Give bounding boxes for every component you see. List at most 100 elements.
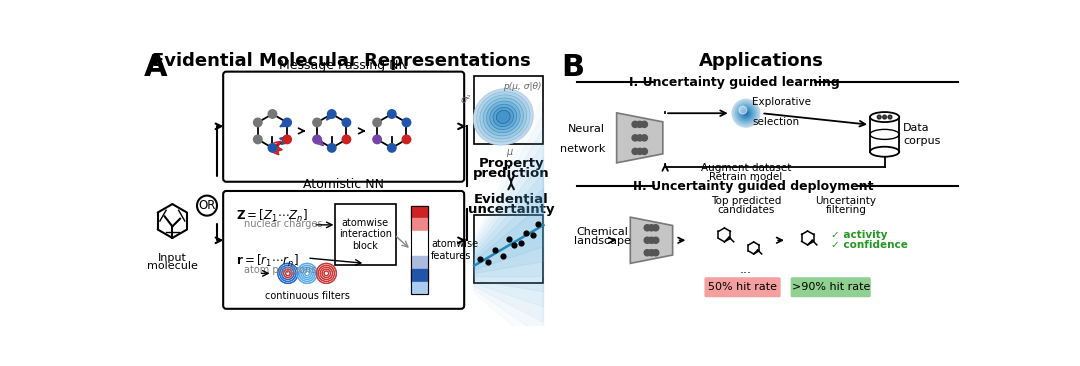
Text: corpus: corpus bbox=[903, 135, 941, 146]
Text: Evidential: Evidential bbox=[474, 193, 549, 206]
Ellipse shape bbox=[870, 130, 900, 139]
Circle shape bbox=[738, 105, 755, 122]
FancyBboxPatch shape bbox=[224, 72, 464, 182]
Circle shape bbox=[648, 250, 654, 256]
Circle shape bbox=[632, 121, 638, 127]
Circle shape bbox=[648, 225, 654, 231]
Point bbox=[525, 232, 542, 238]
Ellipse shape bbox=[483, 98, 524, 136]
Text: σ²: σ² bbox=[460, 95, 471, 105]
FancyBboxPatch shape bbox=[273, 258, 339, 289]
Text: Property: Property bbox=[478, 157, 544, 170]
Text: atomwise
features: atomwise features bbox=[431, 239, 478, 261]
Circle shape bbox=[283, 135, 292, 143]
Circle shape bbox=[313, 118, 322, 127]
Circle shape bbox=[735, 103, 756, 124]
Circle shape bbox=[642, 121, 647, 127]
Point bbox=[517, 230, 535, 236]
Text: A: A bbox=[144, 53, 167, 82]
Text: prediction: prediction bbox=[473, 167, 550, 180]
FancyBboxPatch shape bbox=[704, 277, 781, 297]
Text: Augment dataset: Augment dataset bbox=[701, 163, 792, 173]
Polygon shape bbox=[474, 173, 543, 277]
Text: ✓ activity: ✓ activity bbox=[831, 230, 887, 240]
Point bbox=[480, 259, 497, 265]
Ellipse shape bbox=[870, 112, 900, 122]
Bar bbox=[411, 231, 428, 243]
Ellipse shape bbox=[486, 101, 521, 133]
Bar bbox=[411, 206, 428, 218]
Polygon shape bbox=[474, 128, 543, 322]
Point bbox=[505, 242, 523, 248]
Text: landscape: landscape bbox=[573, 236, 631, 246]
Text: Applications: Applications bbox=[699, 52, 824, 70]
FancyBboxPatch shape bbox=[335, 204, 395, 265]
Point bbox=[529, 221, 546, 227]
Text: filtering: filtering bbox=[826, 205, 866, 215]
Text: network: network bbox=[559, 144, 605, 154]
Circle shape bbox=[732, 99, 760, 127]
Ellipse shape bbox=[494, 107, 513, 127]
Circle shape bbox=[254, 118, 262, 127]
Text: candidates: candidates bbox=[717, 205, 774, 215]
Ellipse shape bbox=[870, 147, 900, 157]
Text: $\mathbf{r} = [r_1 \cdots r_n]$: $\mathbf{r} = [r_1 \cdots r_n]$ bbox=[237, 253, 299, 269]
Text: Input: Input bbox=[158, 253, 187, 264]
Text: uncertainty: uncertainty bbox=[468, 202, 554, 216]
Circle shape bbox=[327, 110, 336, 118]
Bar bbox=[474, 215, 543, 283]
Bar bbox=[411, 269, 428, 281]
Text: $\mathbf{Z} = [Z_1 \cdots Z_n]$: $\mathbf{Z} = [Z_1 \cdots Z_n]$ bbox=[237, 208, 309, 224]
Bar bbox=[411, 281, 428, 294]
Text: p(μ, σ|θ): p(μ, σ|θ) bbox=[502, 82, 541, 92]
Text: OR: OR bbox=[199, 199, 216, 212]
Circle shape bbox=[888, 115, 892, 119]
Circle shape bbox=[254, 135, 262, 143]
Polygon shape bbox=[617, 113, 663, 163]
FancyBboxPatch shape bbox=[224, 191, 464, 309]
Ellipse shape bbox=[480, 95, 527, 139]
Circle shape bbox=[882, 115, 887, 119]
Bar bbox=[411, 256, 428, 269]
Polygon shape bbox=[474, 143, 543, 307]
Circle shape bbox=[402, 118, 410, 127]
Circle shape bbox=[741, 108, 751, 118]
Circle shape bbox=[644, 225, 650, 231]
Circle shape bbox=[642, 148, 647, 154]
Text: B: B bbox=[562, 53, 584, 82]
Point bbox=[471, 257, 488, 262]
Circle shape bbox=[743, 110, 750, 116]
Circle shape bbox=[739, 106, 746, 114]
Text: Chemical: Chemical bbox=[576, 227, 627, 237]
Circle shape bbox=[652, 250, 659, 256]
Circle shape bbox=[632, 135, 638, 141]
Circle shape bbox=[632, 148, 638, 154]
Text: I. Uncertainty guided learning: I. Uncertainty guided learning bbox=[629, 76, 840, 89]
Circle shape bbox=[313, 135, 322, 143]
Bar bbox=[474, 76, 543, 144]
Circle shape bbox=[283, 118, 292, 127]
Bar bbox=[411, 243, 428, 256]
Ellipse shape bbox=[476, 92, 530, 142]
Text: II. Uncertainty guided deployment: II. Uncertainty guided deployment bbox=[634, 180, 874, 193]
Polygon shape bbox=[474, 203, 543, 270]
Text: Uncertainty: Uncertainty bbox=[815, 197, 877, 206]
Circle shape bbox=[652, 225, 659, 231]
Ellipse shape bbox=[473, 89, 534, 145]
Circle shape bbox=[642, 135, 647, 141]
Ellipse shape bbox=[497, 111, 510, 123]
Point bbox=[513, 240, 530, 246]
Text: nuclear charges: nuclear charges bbox=[244, 220, 323, 229]
Text: Explorative: Explorative bbox=[752, 97, 811, 107]
Text: Evidential Molecular Representations: Evidential Molecular Representations bbox=[152, 52, 531, 70]
Point bbox=[500, 236, 517, 242]
Text: ✓ confidence: ✓ confidence bbox=[831, 240, 907, 250]
FancyBboxPatch shape bbox=[791, 277, 870, 297]
Text: atomwise
interaction
block: atomwise interaction block bbox=[339, 218, 392, 251]
Text: >90% hit rate: >90% hit rate bbox=[792, 282, 869, 292]
Text: ...: ... bbox=[740, 264, 752, 276]
Ellipse shape bbox=[490, 104, 517, 130]
Circle shape bbox=[744, 112, 747, 115]
Text: 50% hit rate: 50% hit rate bbox=[708, 282, 777, 292]
Text: Retrain model: Retrain model bbox=[710, 172, 783, 182]
